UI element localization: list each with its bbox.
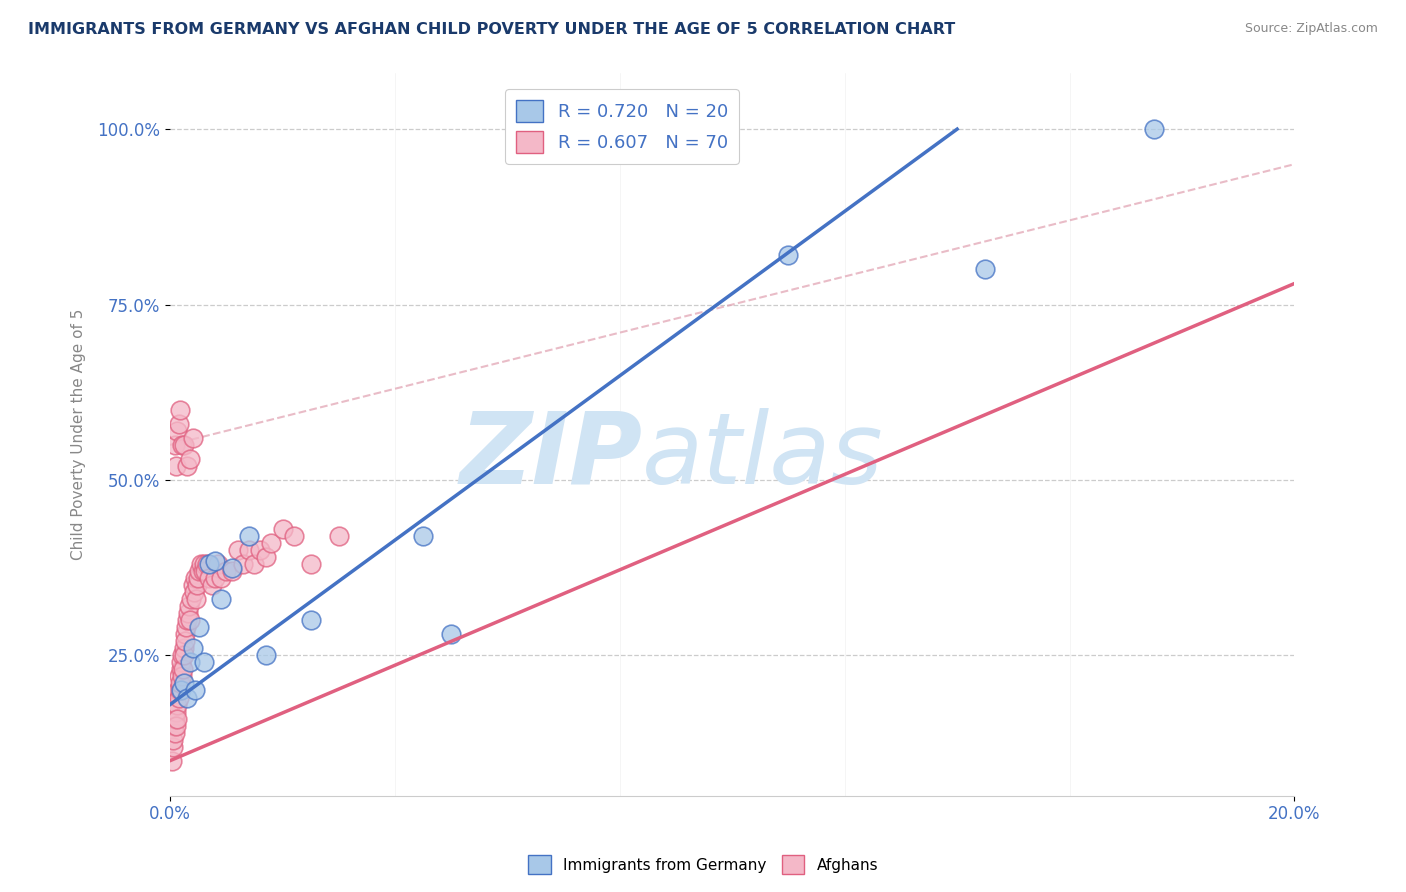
Point [183,585,205,599]
Point [187,571,209,585]
Text: IMMIGRANTS FROM GERMANY VS AFGHAN CHILD POVERTY UNDER THE AGE OF 5 CORRELATION C: IMMIGRANTS FROM GERMANY VS AFGHAN CHILD … [28,22,955,37]
Point [165,718,187,732]
Point [170,669,193,683]
Point [166,424,188,438]
Point [172,438,194,452]
Point [163,718,186,732]
Point [254,648,277,663]
Point [184,571,207,585]
Point [412,529,434,543]
Point [179,599,201,614]
Point [299,613,322,627]
Point [173,676,195,690]
Point [170,683,193,698]
Point [193,656,215,670]
Point [180,592,202,607]
Point [166,698,188,712]
Point [195,557,218,571]
Point [176,613,198,627]
Point [207,557,229,571]
Point [974,262,997,277]
Point [172,648,194,663]
Point [181,578,204,592]
Point [167,690,190,705]
Point [198,571,221,585]
Point [226,543,249,558]
Point [167,683,190,698]
Point [215,564,238,578]
Point [221,560,243,574]
Point [163,725,186,739]
Point [299,557,322,571]
Point [169,676,191,690]
Point [328,529,350,543]
Point [160,754,183,768]
Point [204,571,226,585]
Point [194,564,217,578]
Point [174,634,197,648]
Point [167,417,190,431]
Point [209,571,232,585]
Point [165,705,187,719]
Point [191,564,214,578]
Point [238,543,260,558]
Point [173,627,195,641]
Point [179,451,201,466]
Point [188,564,211,578]
Point [184,592,207,607]
Point [254,550,277,565]
Point [778,248,800,262]
Point [176,458,198,473]
Point [173,438,195,452]
Point [165,712,187,726]
Legend: Immigrants from Germany, Afghans: Immigrants from Germany, Afghans [522,849,884,880]
Point [193,557,215,571]
Point [165,458,187,473]
Point [176,690,198,705]
Point [172,663,194,677]
Point [186,578,208,592]
Text: Source: ZipAtlas.com: Source: ZipAtlas.com [1244,22,1378,36]
Point [243,557,266,571]
Point [238,529,260,543]
Point [283,529,305,543]
Point [249,543,271,558]
Point [1143,122,1166,136]
Point [177,607,200,621]
Point [179,656,201,670]
Point [181,641,204,656]
Point [201,578,224,592]
Point [181,431,204,445]
Point [440,627,463,641]
Point [173,641,195,656]
Point [170,663,193,677]
Point [271,522,294,536]
Legend: R = 0.720   N = 20, R = 0.607   N = 70: R = 0.720 N = 20, R = 0.607 N = 70 [505,89,738,164]
Point [169,683,191,698]
Point [184,683,207,698]
Point [221,564,243,578]
Y-axis label: Child Poverty Under the Age of 5: Child Poverty Under the Age of 5 [72,309,86,560]
Point [167,669,190,683]
Point [169,402,191,417]
Point [204,554,226,568]
Text: atlas: atlas [643,408,884,505]
Point [163,438,186,452]
Point [174,620,197,634]
Point [232,557,254,571]
Point [190,557,212,571]
Point [162,732,184,747]
Point [173,648,195,663]
Point [209,592,232,607]
Point [166,712,188,726]
Point [179,613,201,627]
Point [260,536,283,550]
Text: ZIP: ZIP [460,408,643,505]
Point [198,557,221,571]
Point [162,739,184,754]
Point [188,620,211,634]
Point [170,656,193,670]
